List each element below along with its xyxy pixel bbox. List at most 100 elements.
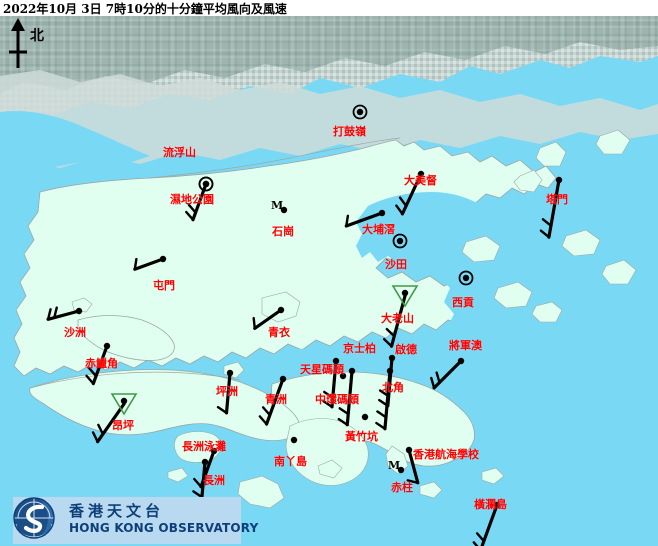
station-marker[interactable]	[226, 369, 234, 377]
north-arrow-icon	[9, 18, 27, 68]
station-label: 天星碼頭	[300, 363, 344, 376]
station-marker[interactable]	[201, 458, 209, 466]
station-label: 中環碼頭	[315, 393, 359, 406]
station-label: 大美督	[404, 174, 437, 187]
wind-barb	[382, 294, 407, 348]
page-title: 2022年10月 3日 7時10分的十分鐘平均風向及風速	[3, 2, 287, 16]
wind-barb	[539, 178, 561, 239]
station-marker[interactable]	[457, 357, 465, 365]
mainland-hills	[0, 16, 658, 94]
station-label: 沙洲	[64, 326, 86, 339]
wind-barb	[46, 306, 81, 321]
wind-barb	[322, 359, 338, 409]
wind-barb	[406, 448, 420, 485]
station-marker[interactable]	[75, 307, 83, 315]
station-label: 啟德	[395, 343, 417, 356]
station-marker[interactable]	[348, 367, 356, 375]
station-label: 南丫島	[274, 455, 307, 468]
wind-barb-layer	[46, 172, 561, 546]
station-label: 赤鱲角	[85, 357, 118, 370]
wind-barb	[430, 359, 463, 390]
sha-chau	[71, 297, 93, 313]
station-label: 大埔滘	[362, 223, 395, 236]
station-marker[interactable]	[110, 393, 138, 416]
station-marker[interactable]	[290, 436, 298, 444]
station-marker[interactable]	[339, 372, 347, 380]
wind-barb	[344, 211, 384, 228]
station-marker[interactable]	[391, 285, 419, 308]
title-bar: 2022年10月 3日 7時10分的十分鐘平均風向及風速	[0, 0, 658, 16]
station-label: 流浮山	[163, 146, 196, 159]
station-marker[interactable]	[405, 446, 413, 454]
station-label: 濕地公園	[170, 193, 214, 206]
station-label: 京士柏	[343, 342, 376, 355]
station-label: 青洲	[265, 393, 287, 406]
station-marker[interactable]	[198, 176, 214, 192]
station-marker[interactable]	[386, 367, 394, 375]
wind-barb	[258, 377, 285, 426]
station-marker[interactable]	[417, 170, 425, 178]
lantau-island	[29, 369, 300, 442]
station-label: 赤柱	[391, 481, 413, 494]
chek-lap-kok	[77, 315, 175, 361]
svg-text:M: M	[271, 199, 283, 212]
station-label: 大老山	[381, 312, 414, 325]
wind-barb	[216, 371, 232, 415]
station-label: 將軍澳	[449, 339, 482, 352]
station-marker[interactable]	[159, 255, 167, 263]
station-marker[interactable]	[493, 501, 501, 509]
station-marker[interactable]	[332, 357, 340, 365]
station-marker[interactable]	[279, 375, 287, 383]
station-label: 打鼓嶺	[333, 125, 366, 138]
wind-barb	[375, 369, 392, 431]
station-marker[interactable]	[352, 104, 368, 120]
tap-mun	[535, 141, 567, 167]
station-label: 沙田	[385, 258, 407, 271]
station-label: 長洲泳灘	[182, 440, 226, 453]
station-label: 香港航海學校	[413, 448, 479, 461]
station-marker[interactable]	[210, 447, 218, 455]
station-label: 石崗	[272, 225, 294, 238]
wind-barb	[472, 503, 499, 546]
station-label: 青衣	[268, 326, 290, 339]
station-marker[interactable]	[103, 342, 111, 350]
hko-logo-en: HONG KONG OBSERVATORY	[69, 521, 259, 535]
station-marker[interactable]: M	[271, 199, 288, 214]
station-label: 昂坪	[112, 419, 134, 432]
wind-barb	[133, 257, 165, 271]
hko-logo: 香港天文台 HONG KONG OBSERVATORY	[13, 497, 258, 544]
station-label: 坪洲	[216, 385, 238, 398]
hko-globe-icon	[13, 497, 55, 539]
cheung-chau	[174, 431, 222, 463]
wind-barb	[91, 402, 126, 444]
station-marker[interactable]	[555, 176, 563, 184]
station-label: 西貢	[452, 296, 474, 309]
station-marker[interactable]: M	[388, 459, 405, 474]
wind-barb	[252, 308, 283, 330]
wind-barb	[85, 344, 109, 386]
station-marker[interactable]	[361, 413, 369, 421]
station-marker[interactable]	[458, 270, 474, 286]
station-label: 橫瀾島	[474, 498, 507, 511]
mainland-coastal-plain	[0, 70, 658, 172]
station-marker[interactable]	[378, 209, 386, 217]
station-label: 塔門	[546, 193, 568, 206]
station-marker[interactable]	[392, 233, 408, 249]
station-label: 屯門	[153, 279, 175, 292]
station-label: 北角	[382, 381, 404, 394]
station-label: 長洲	[203, 474, 225, 487]
hko-logo-zh: 香港天文台	[69, 502, 165, 520]
map-geography: MM	[0, 16, 658, 546]
wind-barb	[395, 172, 423, 216]
station-label: 黃竹坑	[345, 430, 378, 443]
sai-kung-waters	[440, 262, 658, 418]
wind-barb	[337, 369, 354, 427]
svg-text:M: M	[388, 459, 400, 472]
station-marker-layer: MM	[75, 104, 563, 509]
north-label: 北	[30, 28, 44, 44]
station-marker[interactable]	[388, 354, 396, 362]
lamma-island	[285, 418, 369, 486]
station-marker[interactable]	[277, 306, 285, 314]
